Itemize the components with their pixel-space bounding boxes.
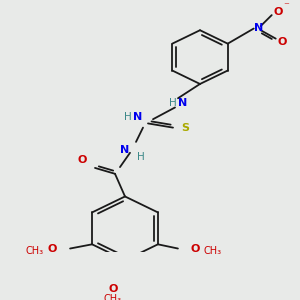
Text: O: O: [77, 155, 87, 165]
Text: O: O: [191, 244, 200, 254]
Text: S: S: [181, 124, 189, 134]
Text: O: O: [48, 244, 57, 254]
Text: O: O: [273, 7, 282, 17]
Text: N: N: [120, 145, 130, 155]
Text: CH₃: CH₃: [26, 246, 44, 256]
Text: H: H: [124, 112, 132, 122]
Text: CH₃: CH₃: [204, 246, 222, 256]
Text: O: O: [277, 37, 286, 47]
Text: ⁻: ⁻: [283, 1, 289, 11]
Text: H: H: [169, 98, 177, 108]
Text: H: H: [137, 152, 145, 162]
Text: O: O: [108, 284, 118, 294]
Text: N: N: [178, 98, 188, 108]
Text: CH₃: CH₃: [104, 294, 122, 300]
Text: N: N: [254, 23, 263, 33]
Text: N: N: [134, 112, 142, 122]
